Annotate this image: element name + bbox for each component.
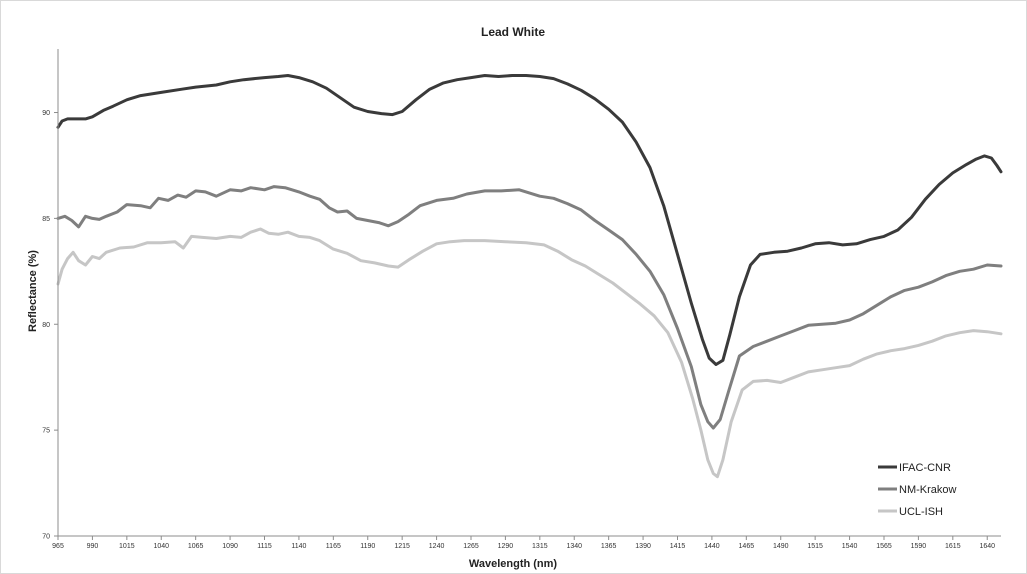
x-tick-label: 1440 (704, 543, 720, 550)
x-tick-label: 1390 (635, 543, 651, 550)
series-line-ifac-cnr (56, 74, 1003, 366)
y-tick-label: 75 (42, 428, 50, 435)
x-tick-label: 1315 (532, 543, 548, 550)
x-tick-label: 1490 (773, 543, 789, 550)
x-tick-label: 1290 (498, 543, 514, 550)
y-axis-label: Reflectance (%) (27, 250, 39, 332)
x-tick-label: 1565 (876, 543, 892, 550)
x-tick-label: 1090 (222, 543, 238, 550)
x-tick-label: 1115 (257, 543, 272, 550)
x-tick-label: 1340 (566, 543, 582, 550)
x-tick-label: 1540 (842, 543, 858, 550)
x-tick-label: 1015 (119, 543, 135, 550)
series-line-ucl-ish (56, 227, 1003, 479)
x-tick-label: 1240 (429, 543, 445, 550)
legend-label-ucl-ish: UCL-ISH (899, 506, 943, 518)
x-axis: 965 990 1015 1040 1065 1090 1115 1140 1165 1190 12… (52, 535, 1001, 550)
legend: IFAC-CNR NM-Krakow UCL-ISH (878, 462, 957, 518)
x-tick-label: 1640 (979, 543, 995, 550)
x-tick-label: 1365 (601, 543, 617, 550)
x-tick-label: 1190 (360, 543, 375, 550)
x-tick-label: 1515 (807, 543, 823, 550)
x-tick-label: 1140 (291, 543, 306, 550)
y-tick-label: 70 (42, 534, 50, 541)
x-tick-label: 990 (87, 543, 99, 550)
x-tick-label: 1615 (945, 543, 961, 550)
y-tick-label: 85 (42, 216, 50, 223)
x-tick-label: 1590 (911, 543, 927, 550)
x-tick-label: 965 (52, 543, 64, 550)
x-tick-label: 1465 (739, 543, 755, 550)
x-tick-label: 1040 (153, 543, 169, 550)
y-tick-label: 90 (42, 110, 50, 117)
series-line-nm-krakow (56, 185, 1003, 430)
y-axis: 70 75 80 85 90 (42, 49, 59, 541)
x-tick-label: 1065 (188, 543, 204, 550)
x-tick-label: 1265 (463, 543, 479, 550)
chart-title: Lead White (481, 25, 545, 39)
plot-area (56, 74, 1003, 479)
legend-label-nm-krakow: NM-Krakow (899, 484, 957, 496)
y-tick-label: 80 (42, 322, 50, 329)
x-axis-label: Wavelength (nm) (469, 558, 558, 570)
x-tick-label: 1215 (394, 543, 410, 550)
x-tick-label: 1165 (326, 543, 341, 550)
x-tick-label: 1415 (670, 543, 686, 550)
legend-label-ifac-cnr: IFAC-CNR (899, 462, 951, 474)
